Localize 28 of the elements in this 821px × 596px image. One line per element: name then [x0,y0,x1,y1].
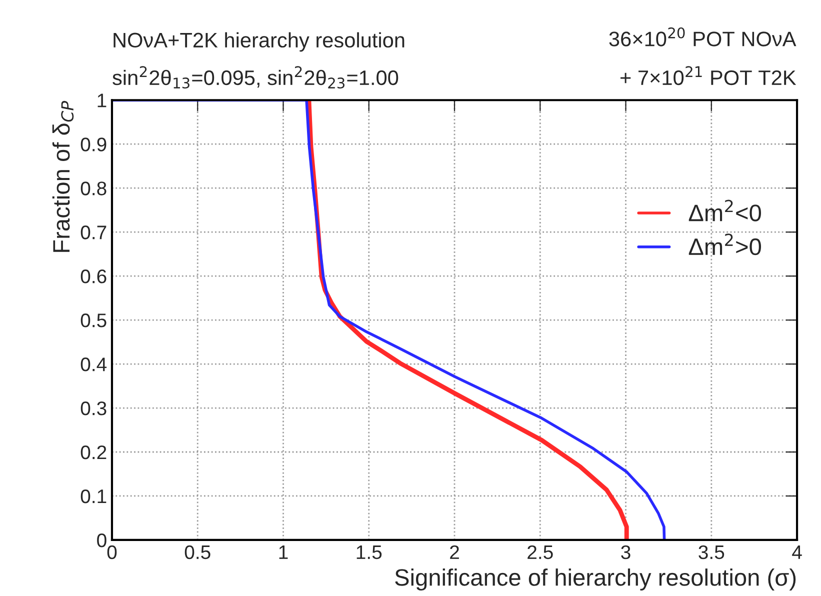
y-tick-label: 0 [97,533,106,548]
x-tick-label: 4 [792,546,802,559]
y-tick-label: 0.7 [80,226,106,240]
y-tick-label: 0.3 [80,401,106,416]
x-tick-label: 0 [107,545,117,560]
y-tick-label: 0.4 [80,358,107,372]
legend-label: Δm$^{2}$<0 [688,200,761,222]
y-tick-label: 0.8 [80,182,106,196]
text: + 7×10$^{21}$ POT T2K [620,66,796,86]
legend-label: Δm$^{2}$>0 [688,234,761,256]
y-axis-title: Fraction of δ$_{CP}$ [52,100,74,252]
text: sin$^{2}$2θ$_{13}$=0.095, sin$^{2}$2θ$_{23}$=1.00 [112,66,398,89]
text: 36×10$^{20}$ POT NOνA [609,27,796,46]
x-tick-label: 2 [450,545,459,559]
x-tick-label: 0.5 [184,545,210,560]
x-tick-label: 2.5 [528,545,553,560]
y-tick-label: 1 [98,94,106,108]
x-axis-title: Significance of hierarchy resolution (σ) [395,568,796,591]
x-tick-label: 1.5 [356,546,382,560]
y-tick-label: 0.2 [80,445,106,460]
x-tick-label: 3 [621,545,630,560]
y-tick-label: 0.1 [80,489,106,504]
x-tick-label: 1 [279,546,288,559]
y-tick-label: 0.5 [80,314,106,328]
x-tick-label: 3.5 [698,545,724,560]
chart-title: NOνA+T2K hierarchy resolution [114,32,404,52]
y-tick-label: 0.6 [80,270,106,284]
y-tick-label: 0.9 [80,138,106,152]
